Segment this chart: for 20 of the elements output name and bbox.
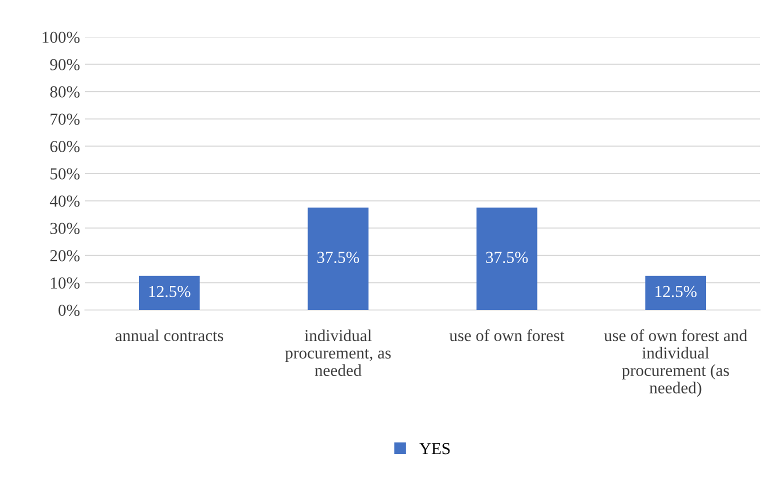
data-label: 37.5% [486,252,528,264]
data-label: 12.5% [656,286,697,298]
y-tick-label: 10% [51,277,80,289]
y-tick-label: 40% [50,196,80,207]
y-tick-label: 60% [50,140,80,152]
y-tick-label: 100% [42,32,80,43]
y-tick-label: 80% [50,86,80,98]
x-tick-label: use of own forest [449,329,564,342]
data-label: 12.5% [149,286,190,298]
x-tick-label: individual procurement, as needed [285,329,391,376]
x-tick-label: annual contracts [116,329,224,342]
y-tick-label: 90% [50,59,80,70]
y-tick-label: 70% [50,114,80,125]
y-tick-label: 20% [50,250,80,262]
legend-label: YES [419,443,450,454]
y-tick-label: 0% [58,304,80,316]
y-tick-label: 50% [50,168,80,180]
y-tick-label: 30% [50,222,80,234]
data-label: 37.5% [317,252,360,264]
x-tick-label: use of own forest and individual procurement (as needed) [604,329,748,397]
